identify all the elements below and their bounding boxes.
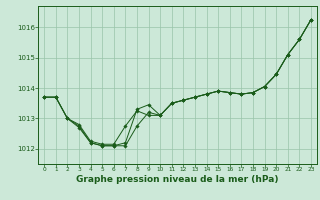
X-axis label: Graphe pression niveau de la mer (hPa): Graphe pression niveau de la mer (hPa) [76, 175, 279, 184]
